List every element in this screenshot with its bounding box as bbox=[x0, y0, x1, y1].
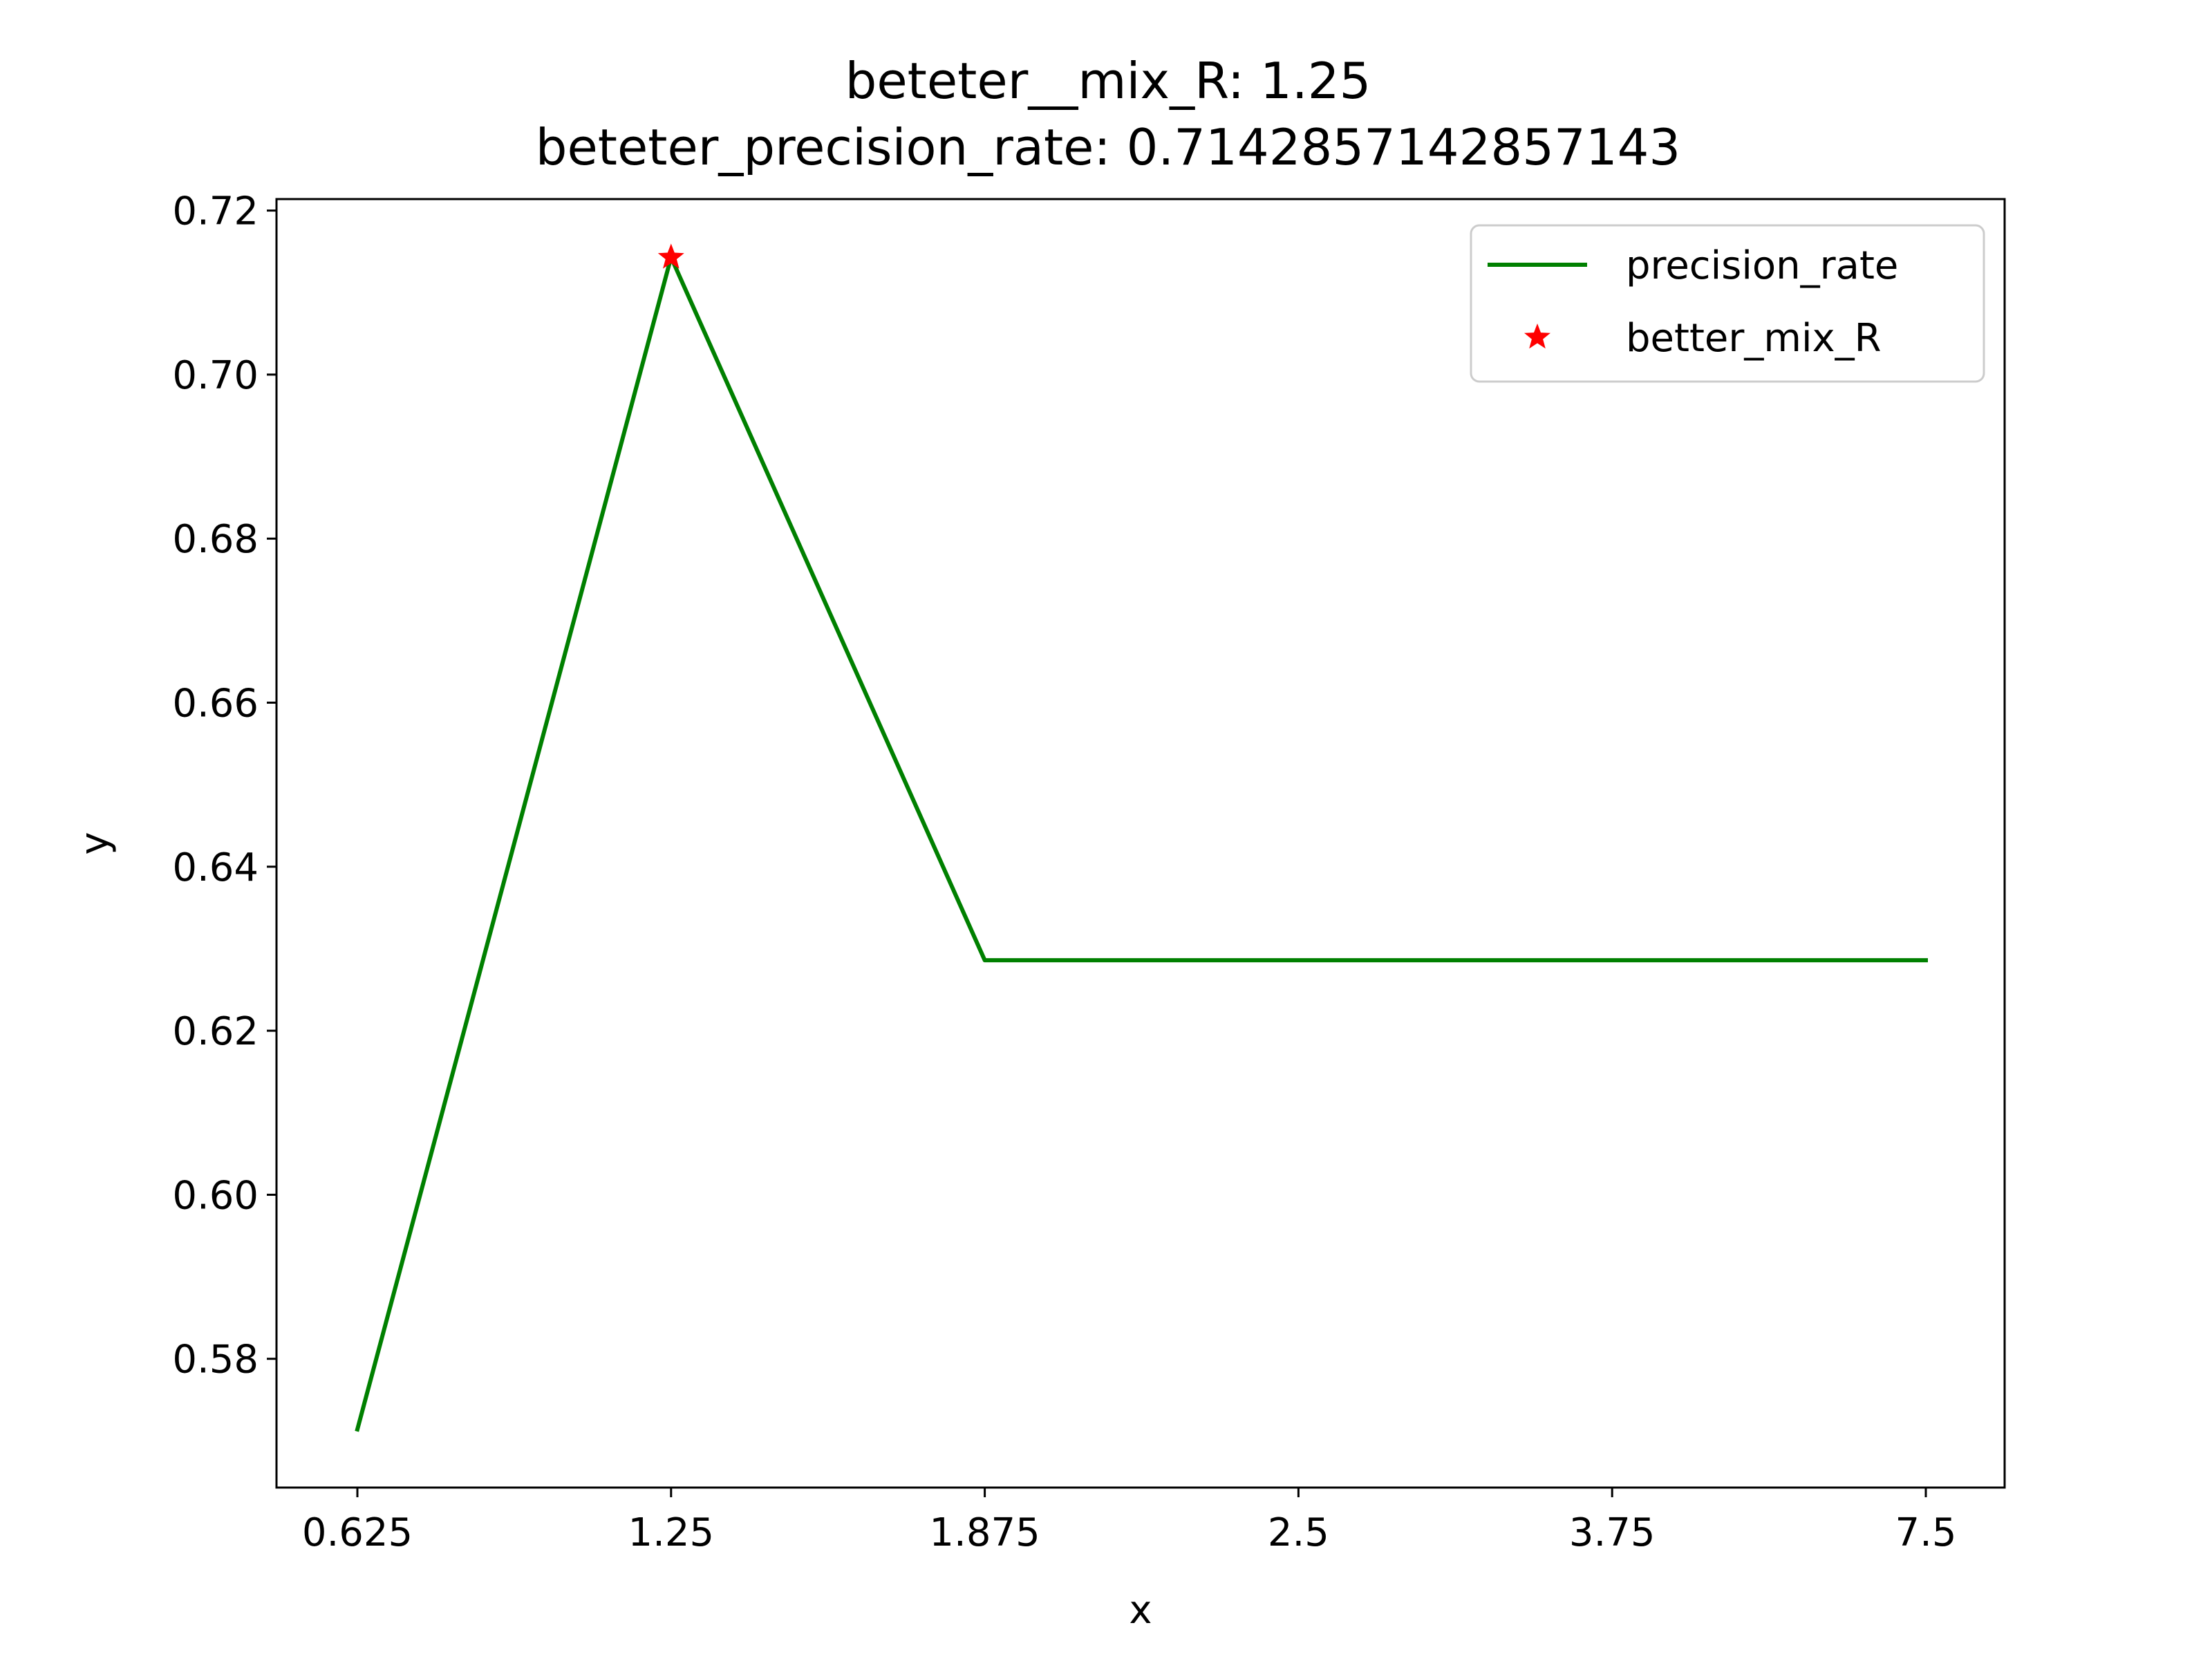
y-tick-label: 0.62 bbox=[172, 1009, 259, 1054]
legend: precision_rate better_mix_R bbox=[1470, 224, 1985, 383]
y-tick-label: 0.60 bbox=[172, 1173, 259, 1218]
y-tick-label: 0.58 bbox=[172, 1338, 259, 1382]
y-tick-label: 0.64 bbox=[172, 845, 259, 890]
legend-star-swatch bbox=[1524, 324, 1550, 349]
x-tick-label: 1.25 bbox=[628, 1510, 714, 1555]
legend-entry-better-mix-r: better_mix_R bbox=[1626, 316, 1882, 361]
best-point-star-marker bbox=[657, 243, 684, 269]
x-tick-label: 3.75 bbox=[1569, 1510, 1656, 1555]
series-line-precision-rate bbox=[355, 255, 1928, 1432]
y-tick-label: 0.70 bbox=[172, 353, 259, 398]
x-tick-label: 0.625 bbox=[302, 1510, 413, 1555]
x-tick-label: 1.875 bbox=[929, 1510, 1040, 1555]
x-tick-label: 2.5 bbox=[1268, 1510, 1329, 1555]
y-tick-label: 0.72 bbox=[172, 189, 259, 234]
legend-box bbox=[1470, 224, 1985, 383]
ticks-layer: 0.625 1.25 1.875 2.5 3.75 7.5 0.58 0.60 0.62 0.64… bbox=[172, 189, 1956, 1555]
legend-entry-precision-rate: precision_rate bbox=[1626, 243, 1898, 288]
series-layer bbox=[355, 243, 1928, 1432]
plot-frame bbox=[275, 198, 2006, 1489]
x-axis-label: x bbox=[1129, 1588, 1152, 1633]
y-tick-label: 0.66 bbox=[172, 682, 259, 727]
chart-subtitle: beteter_precision_rate: 0.71428571428571… bbox=[536, 118, 1681, 176]
y-axis-label: y bbox=[73, 832, 118, 854]
x-tick-label: 7.5 bbox=[1895, 1510, 1956, 1555]
y-tick-label: 0.68 bbox=[172, 517, 259, 562]
chart-title: beteter__mix_R: 1.25 bbox=[845, 52, 1371, 110]
